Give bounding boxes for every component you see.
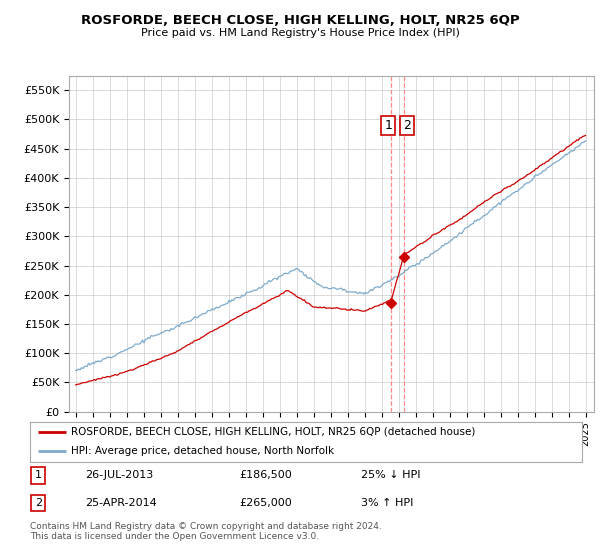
Text: ROSFORDE, BEECH CLOSE, HIGH KELLING, HOLT, NR25 6QP: ROSFORDE, BEECH CLOSE, HIGH KELLING, HOL… (80, 14, 520, 27)
Text: ROSFORDE, BEECH CLOSE, HIGH KELLING, HOLT, NR25 6QP (detached house): ROSFORDE, BEECH CLOSE, HIGH KELLING, HOL… (71, 427, 476, 437)
Text: 25-APR-2014: 25-APR-2014 (85, 498, 157, 508)
Text: 2: 2 (403, 119, 410, 132)
Text: 25% ↓ HPI: 25% ↓ HPI (361, 470, 421, 480)
Text: 26-JUL-2013: 26-JUL-2013 (85, 470, 154, 480)
Text: HPI: Average price, detached house, North Norfolk: HPI: Average price, detached house, Nort… (71, 446, 335, 456)
Text: 1: 1 (385, 119, 392, 132)
Text: 3% ↑ HPI: 3% ↑ HPI (361, 498, 413, 508)
Text: Price paid vs. HM Land Registry's House Price Index (HPI): Price paid vs. HM Land Registry's House … (140, 28, 460, 38)
Text: 1: 1 (35, 470, 42, 480)
Text: 2: 2 (35, 498, 42, 508)
Text: £265,000: £265,000 (240, 498, 293, 508)
Text: Contains HM Land Registry data © Crown copyright and database right 2024.
This d: Contains HM Land Registry data © Crown c… (30, 522, 382, 542)
Text: £186,500: £186,500 (240, 470, 293, 480)
